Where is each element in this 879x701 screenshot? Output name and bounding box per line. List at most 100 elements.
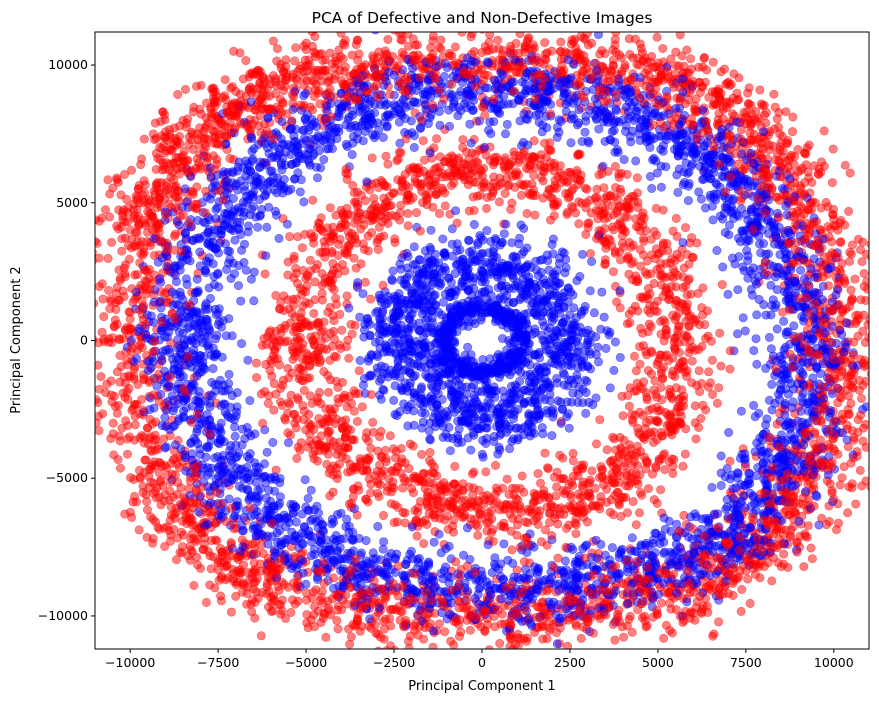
scatter-point xyxy=(336,32,346,38)
scatter-point xyxy=(216,229,226,239)
scatter-point xyxy=(415,124,425,134)
scatter-point xyxy=(337,102,347,112)
scatter-point xyxy=(546,99,556,109)
scatter-point xyxy=(716,361,726,371)
scatter-point xyxy=(344,353,354,363)
scatter-point xyxy=(807,554,817,564)
scatter-point xyxy=(348,181,358,191)
scatter-point xyxy=(674,141,684,151)
scatter-point xyxy=(661,162,671,172)
scatter-point xyxy=(556,116,566,126)
scatter-point xyxy=(346,632,356,642)
scatter-point xyxy=(312,173,322,183)
scatter-point xyxy=(362,177,372,187)
scatter-point xyxy=(793,145,803,155)
scatter-point xyxy=(724,122,734,132)
scatter-point xyxy=(634,508,644,518)
scatter-point xyxy=(425,148,435,158)
scatter-point xyxy=(271,210,281,220)
scatter-point xyxy=(208,231,218,241)
scatter-point xyxy=(249,267,259,277)
scatter-point xyxy=(840,220,850,230)
scatter-point xyxy=(782,210,792,220)
scatter-point xyxy=(718,262,728,272)
scatter-point xyxy=(845,168,855,178)
scatter-point xyxy=(629,351,639,361)
scatter-point xyxy=(203,238,213,248)
scatter-point xyxy=(658,205,668,215)
scatter-point xyxy=(405,195,415,205)
scatter-point xyxy=(591,439,601,449)
scatter-point xyxy=(349,253,359,263)
scatter-point xyxy=(223,168,233,178)
scatter-point xyxy=(495,638,505,648)
scatter-point xyxy=(714,617,724,627)
scatter-point xyxy=(299,80,309,90)
scatter-point xyxy=(712,246,722,256)
scatter-point xyxy=(658,141,668,151)
scatter-point xyxy=(679,167,689,177)
scatter-point xyxy=(316,163,326,173)
scatter-point xyxy=(623,107,633,117)
scatter-point xyxy=(714,132,724,142)
scatter-point xyxy=(241,171,251,181)
scatter-point xyxy=(116,190,126,200)
scatter-point xyxy=(712,189,722,199)
scatter-point xyxy=(804,140,814,150)
scatter-point xyxy=(697,303,707,313)
scatter-point xyxy=(252,358,262,368)
scatter-point xyxy=(393,502,403,512)
scatter-point xyxy=(247,146,257,156)
scatter-point xyxy=(360,196,370,206)
scatter-point xyxy=(168,167,178,177)
scatter-point xyxy=(381,151,391,161)
scatter-point xyxy=(486,506,496,516)
scatter-point xyxy=(741,209,751,219)
scatter-point xyxy=(208,259,218,269)
scatter-point xyxy=(772,324,782,334)
scatter-point xyxy=(600,260,610,270)
scatter-point xyxy=(515,32,525,39)
scatter-point xyxy=(98,294,108,304)
scatter-point xyxy=(321,632,331,642)
scatter-point xyxy=(221,177,231,187)
scatter-point xyxy=(522,518,532,528)
scatter-point xyxy=(586,208,596,218)
scatter-point xyxy=(488,44,498,54)
scatter-point xyxy=(728,590,738,600)
scatter-point xyxy=(140,188,150,198)
scatter-point xyxy=(344,112,354,122)
scatter-point xyxy=(566,138,576,148)
scatter-point xyxy=(540,448,550,458)
scatter-point xyxy=(398,483,408,493)
scatter-point xyxy=(439,71,449,81)
scatter-point xyxy=(704,151,714,161)
scatter-point xyxy=(395,108,405,118)
scatter-point xyxy=(625,49,635,59)
scatter-point xyxy=(201,597,211,607)
scatter-point xyxy=(837,473,847,483)
scatter-point xyxy=(618,411,628,421)
scatter-point xyxy=(658,43,668,53)
scatter-point xyxy=(289,131,299,141)
scatter-point xyxy=(256,631,266,641)
scatter-point xyxy=(537,127,547,137)
scatter-point xyxy=(424,455,434,465)
scatter-point xyxy=(625,132,635,142)
scatter-point xyxy=(285,232,295,242)
scatter-point xyxy=(324,144,334,154)
scatter-point xyxy=(550,175,560,185)
scatter-point xyxy=(612,206,622,216)
scatter-point xyxy=(715,328,725,338)
scatter-point xyxy=(632,475,642,485)
scatter-point xyxy=(353,55,363,65)
scatter-point xyxy=(226,273,236,283)
scatter-point xyxy=(466,138,476,148)
scatter-point xyxy=(436,35,446,45)
scatter-point xyxy=(220,75,230,85)
scatter-point xyxy=(314,414,324,424)
scatter-point xyxy=(563,55,573,65)
scatter-point xyxy=(95,253,104,263)
scatter-point xyxy=(357,402,367,412)
scatter-point xyxy=(490,76,500,86)
